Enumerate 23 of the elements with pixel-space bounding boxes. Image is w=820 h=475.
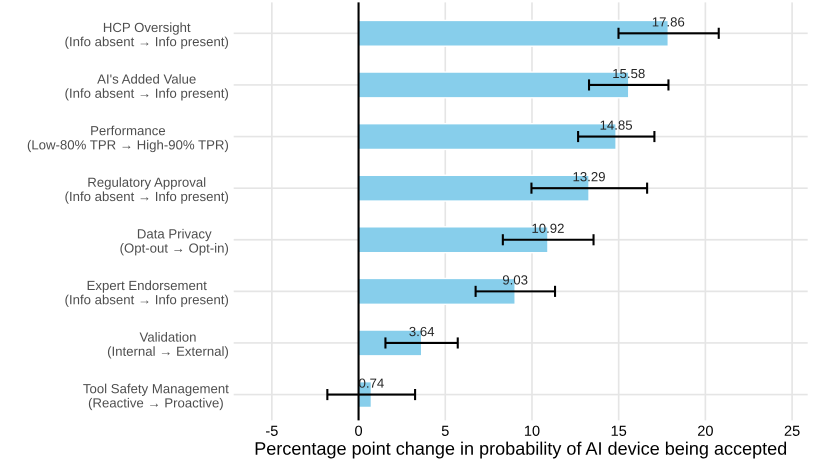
y-tick-label: Performance (Low-80% TPR → High-90% TPR) <box>28 126 228 152</box>
x-tick-label: 5 <box>442 426 449 436</box>
data-label: 15.58 <box>613 68 645 78</box>
y-tick-label: Data Privacy (Opt-out → Opt-in) <box>120 228 228 256</box>
x-tick-label: 25 <box>784 426 800 436</box>
data-label: 9.03 <box>502 275 528 285</box>
y-tick-label: Regulatory Approval (Info absent → Info present) <box>65 177 228 204</box>
y-tick-label: Tool Safety Management (Reactive → Proactive) <box>83 384 229 410</box>
data-label: 14.85 <box>600 120 632 130</box>
y-tick-label: HCP Oversight (Info absent → Info present) <box>65 22 228 49</box>
data-label: 17.86 <box>652 17 684 27</box>
data-label: 13.29 <box>574 172 605 182</box>
x-tick-label: -5 <box>266 426 278 436</box>
data-label: 3.64 <box>409 326 434 336</box>
x-tick-label: 0 <box>355 426 362 436</box>
x-axis-title: Percentage point change in probability of AI device being accepted <box>256 442 786 458</box>
data-label: 10.92 <box>532 224 564 233</box>
y-tick-label: Validation (Internal → External) <box>108 332 228 359</box>
x-tick-label: 10 <box>524 426 540 436</box>
x-tick-label: 15 <box>612 426 626 436</box>
y-tick-label: Expert Endorsement (Info absent → Info present) <box>65 280 228 307</box>
y-tick-label: AI's Added Value (Info absent → Info present) <box>65 74 228 101</box>
x-tick-label: 20 <box>698 426 713 436</box>
